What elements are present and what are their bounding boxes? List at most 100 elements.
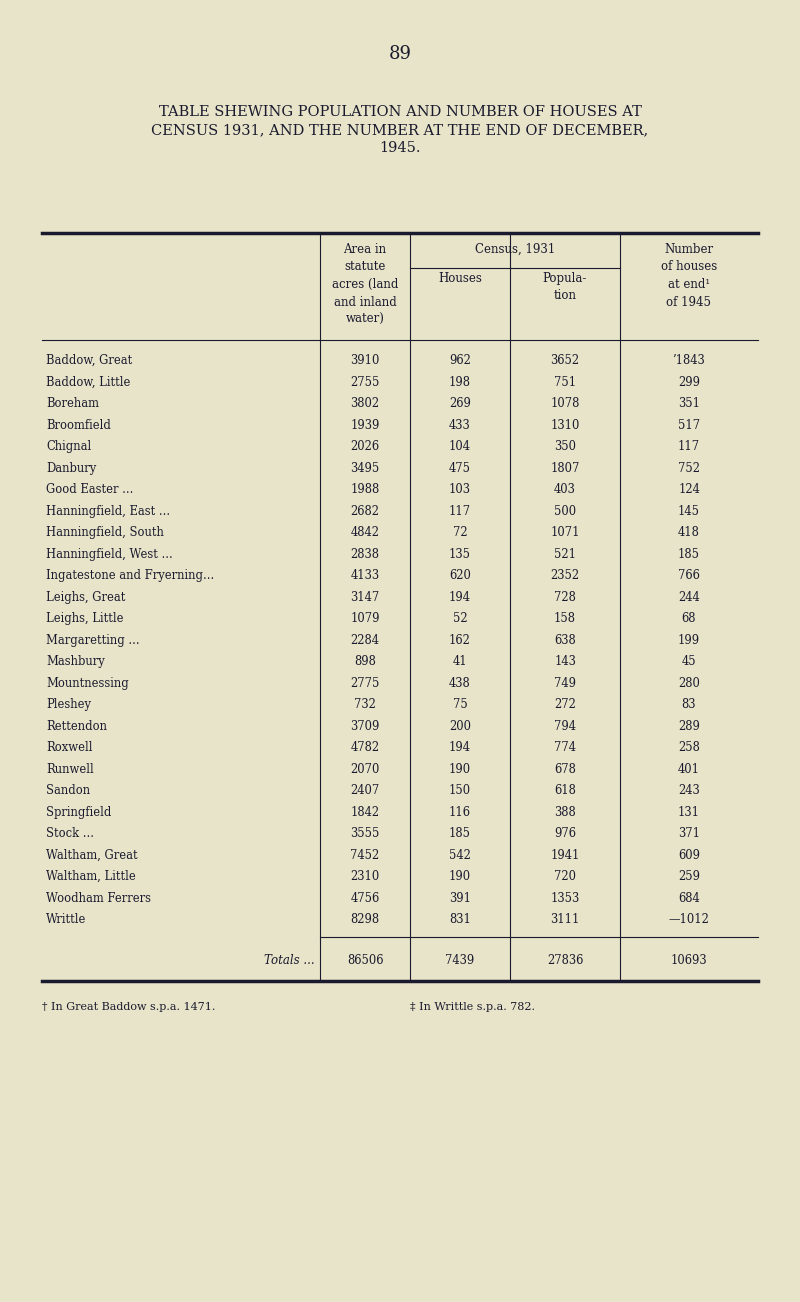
Text: 1842: 1842 (350, 806, 379, 819)
Text: 259: 259 (678, 870, 700, 883)
Text: 243: 243 (678, 784, 700, 797)
Text: Woodham Ferrers: Woodham Ferrers (46, 892, 151, 905)
Text: 2310: 2310 (350, 870, 380, 883)
Text: 1941: 1941 (550, 849, 580, 862)
Text: 299: 299 (678, 376, 700, 389)
Text: 117: 117 (678, 440, 700, 453)
Text: 766: 766 (678, 569, 700, 582)
Text: 72: 72 (453, 526, 467, 539)
Text: 3495: 3495 (350, 462, 380, 475)
Text: 1945.: 1945. (379, 141, 421, 155)
Text: Hanningfield, West ...: Hanningfield, West ... (46, 548, 173, 561)
Text: 68: 68 (682, 612, 696, 625)
Text: Baddow, Great: Baddow, Great (46, 354, 132, 367)
Text: 351: 351 (678, 397, 700, 410)
Text: Boreham: Boreham (46, 397, 99, 410)
Text: 618: 618 (554, 784, 576, 797)
Text: 2352: 2352 (550, 569, 579, 582)
Text: Danbury: Danbury (46, 462, 96, 475)
Text: 3147: 3147 (350, 591, 380, 604)
Text: 4756: 4756 (350, 892, 380, 905)
Text: CENSUS 1931, AND THE NUMBER AT THE END OF DECEMBER,: CENSUS 1931, AND THE NUMBER AT THE END O… (151, 122, 649, 137)
Text: 4782: 4782 (350, 741, 379, 754)
Text: 190: 190 (449, 763, 471, 776)
Text: Roxwell: Roxwell (46, 741, 93, 754)
Text: 27836: 27836 (547, 954, 583, 967)
Text: Good Easter ...: Good Easter ... (46, 483, 134, 496)
Text: 185: 185 (678, 548, 700, 561)
Text: 749: 749 (554, 677, 576, 690)
Text: 185: 185 (449, 827, 471, 840)
Text: 678: 678 (554, 763, 576, 776)
Text: Mountnessing: Mountnessing (46, 677, 129, 690)
Text: 244: 244 (678, 591, 700, 604)
Text: 124: 124 (678, 483, 700, 496)
Text: 45: 45 (682, 655, 696, 668)
Text: 1071: 1071 (550, 526, 580, 539)
Text: Census, 1931: Census, 1931 (475, 243, 555, 256)
Text: 194: 194 (449, 591, 471, 604)
Text: 962: 962 (449, 354, 471, 367)
Text: 542: 542 (449, 849, 471, 862)
Text: 2682: 2682 (350, 505, 379, 518)
Text: 190: 190 (449, 870, 471, 883)
Text: 131: 131 (678, 806, 700, 819)
Text: 638: 638 (554, 634, 576, 647)
Text: 388: 388 (554, 806, 576, 819)
Text: Margaretting ...: Margaretting ... (46, 634, 140, 647)
Text: Rettendon: Rettendon (46, 720, 107, 733)
Text: 289: 289 (678, 720, 700, 733)
Text: ’1843: ’1843 (673, 354, 706, 367)
Text: Mashbury: Mashbury (46, 655, 105, 668)
Text: 2775: 2775 (350, 677, 380, 690)
Text: 976: 976 (554, 827, 576, 840)
Text: —1012: —1012 (669, 913, 710, 926)
Text: 521: 521 (554, 548, 576, 561)
Text: 158: 158 (554, 612, 576, 625)
Text: 732: 732 (354, 698, 376, 711)
Text: 1353: 1353 (550, 892, 580, 905)
Text: Number
of houses
at end¹
of 1945: Number of houses at end¹ of 1945 (661, 243, 717, 309)
Text: 684: 684 (678, 892, 700, 905)
Text: 751: 751 (554, 376, 576, 389)
Text: Waltham, Great: Waltham, Great (46, 849, 138, 862)
Text: 116: 116 (449, 806, 471, 819)
Text: ‡ In Writtle s.p.a. 782.: ‡ In Writtle s.p.a. 782. (410, 1003, 535, 1013)
Text: Stock ...: Stock ... (46, 827, 94, 840)
Text: 162: 162 (449, 634, 471, 647)
Text: Sandon: Sandon (46, 784, 90, 797)
Text: Chignal: Chignal (46, 440, 91, 453)
Text: 831: 831 (449, 913, 471, 926)
Text: 3709: 3709 (350, 720, 380, 733)
Text: 258: 258 (678, 741, 700, 754)
Text: 41: 41 (453, 655, 467, 668)
Text: 720: 720 (554, 870, 576, 883)
Text: 350: 350 (554, 440, 576, 453)
Text: 1078: 1078 (550, 397, 580, 410)
Text: 620: 620 (449, 569, 471, 582)
Text: 1807: 1807 (550, 462, 580, 475)
Text: 200: 200 (449, 720, 471, 733)
Text: Pleshey: Pleshey (46, 698, 91, 711)
Text: TABLE SHEWING POPULATION AND NUMBER OF HOUSES AT: TABLE SHEWING POPULATION AND NUMBER OF H… (158, 105, 642, 118)
Text: 517: 517 (678, 419, 700, 432)
Text: 272: 272 (554, 698, 576, 711)
Text: 1939: 1939 (350, 419, 380, 432)
Text: 199: 199 (678, 634, 700, 647)
Text: 3910: 3910 (350, 354, 380, 367)
Text: 7452: 7452 (350, 849, 380, 862)
Text: Springfield: Springfield (46, 806, 111, 819)
Text: 3802: 3802 (350, 397, 379, 410)
Text: Leighs, Great: Leighs, Great (46, 591, 126, 604)
Text: 418: 418 (678, 526, 700, 539)
Text: 280: 280 (678, 677, 700, 690)
Text: 1079: 1079 (350, 612, 380, 625)
Text: 2407: 2407 (350, 784, 380, 797)
Text: Runwell: Runwell (46, 763, 94, 776)
Text: 150: 150 (449, 784, 471, 797)
Text: 86506: 86506 (346, 954, 383, 967)
Text: Leighs, Little: Leighs, Little (46, 612, 123, 625)
Text: 135: 135 (449, 548, 471, 561)
Text: 198: 198 (449, 376, 471, 389)
Text: 7439: 7439 (446, 954, 474, 967)
